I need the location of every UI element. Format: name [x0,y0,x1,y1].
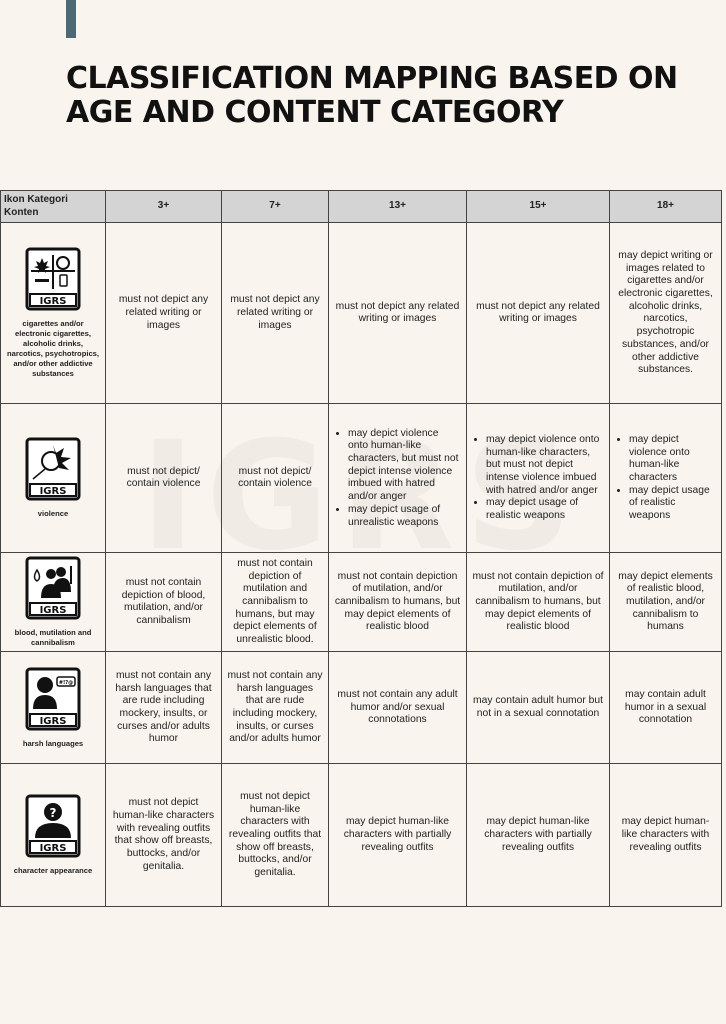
rule-cell-15plus: may contain adult humor but not in a sex… [466,651,610,765]
rule-cell-15plus: must not depict any related writing or i… [466,222,610,405]
classification-table: Ikon Kategori Konten 3+ 7+ 13+ 15+ 18+ IGRS ci… [0,189,722,908]
rule-bullet: may depict usage of realistic weapons [486,497,604,522]
table-row: IGRS cigarettes and/or electronic cigaret… [0,222,722,405]
character-appearance-icon: ? IGRS [25,794,81,858]
header-row: Ikon Kategori Konten 3+ 7+ 13+ 15+ 18+ [0,189,722,224]
violence-fist-icon: IGRS [25,437,81,501]
igrs-badge: IGRS [40,843,67,854]
category-cell: IGRS blood, mutilation and cannibalism [0,552,106,653]
rule-cell-18plus: may depict violence onto human-like char… [609,403,722,554]
header-age-3plus: 3+ [105,189,222,224]
category-label: blood, mutilation and cannibalism [14,628,92,648]
rule-cell-7plus: must not contain depiction of mutilation… [221,552,329,653]
rule-cell-7plus: must not depict/ contain violence [221,403,329,554]
header-age-7plus: 7+ [221,189,329,224]
igrs-badge: IGRS [40,296,67,307]
category-label: character appearance [13,866,93,876]
category-cell: IGRS cigarettes and/or electronic cigaret… [0,222,106,405]
table-row: #!?@ IGRS harsh languages must not contain … [0,651,722,765]
rule-bullet: may depict violence onto human-like char… [629,434,716,485]
rule-cell-3plus: must not depict/ contain violence [105,403,222,554]
igrs-badge: IGRS [40,716,67,727]
rule-cell-18plus: may depict writing or images related to … [609,222,722,405]
rule-cell-3plus: must not contain any harsh languages tha… [105,651,222,765]
rule-bullet: may depict violence onto human-like char… [348,428,461,504]
category-label: harsh languages [22,738,84,748]
substances-icon: IGRS [25,247,81,311]
igrs-badge: IGRS [40,486,67,497]
rule-cell-13plus: may depict violence onto human-like char… [328,403,467,554]
rule-cell-15plus: may depict violence onto human-like char… [466,403,610,554]
rule-cell-7plus: must not depict human-like characters wi… [221,763,329,908]
table-row: IGRS violence must not depict/ contain vio… [0,403,722,554]
category-cell: #!?@ IGRS harsh languages [0,651,106,765]
category-cell: IGRS violence [0,403,106,554]
rule-cell-7plus: must not depict any related writing or i… [221,222,329,405]
blood-mutilation-icon: IGRS [25,556,81,620]
rule-cell-15plus: must not contain depiction of mutilation… [466,552,610,653]
rule-cell-13plus: must not contain depiction of mutilation… [328,552,467,653]
header-age-18plus: 18+ [609,189,722,224]
svg-text:#!?@: #!?@ [59,680,73,686]
header-category: Ikon Kategori Konten [0,189,106,224]
rule-cell-18plus: may depict elements of realistic blood, … [609,552,722,653]
category-cell: ? IGRS character appearance [0,763,106,908]
page-title: CLASSIFICATION MAPPING BASED ON AGE AND … [66,61,678,130]
rule-cell-18plus: may contain adult humor in a sexual conn… [609,651,722,765]
igrs-badge: IGRS [40,605,67,616]
category-label: cigarettes and/or electronic cigarettes,… [7,319,99,379]
rule-cell-3plus: must not depict human-like characters wi… [105,763,222,908]
rule-bullet: may depict usage of realistic weapons [629,485,716,523]
rule-cell-13plus: must not depict any related writing or i… [328,222,467,405]
table-row: ? IGRS character appearance must not depict… [0,763,722,908]
header-age-15plus: 15+ [466,189,610,224]
rule-cell-3plus: must not contain depiction of blood, mut… [105,552,222,653]
table-row: IGRS blood, mutilation and cannibalism mus… [0,552,722,653]
rule-cell-3plus: must not depict any related writing or i… [105,222,222,405]
rule-bullet: may depict usage of unrealistic weapons [348,504,461,529]
category-label: violence [37,509,69,519]
rule-bullet: may depict violence onto human-like char… [486,434,604,498]
rule-cell-7plus: must not contain any harsh languages tha… [221,651,329,765]
rule-cell-15plus: may depict human-like characters with pa… [466,763,610,908]
rule-cell-13plus: may depict human-like characters with pa… [328,763,467,908]
rule-cell-13plus: must not contain any adult humor and/or … [328,651,467,765]
accent-bar [66,0,76,38]
rule-cell-18plus: may depict human-like characters with re… [609,763,722,908]
harsh-language-icon: #!?@ IGRS [25,667,81,731]
svg-text:?: ? [50,806,57,820]
header-age-13plus: 13+ [328,189,467,224]
